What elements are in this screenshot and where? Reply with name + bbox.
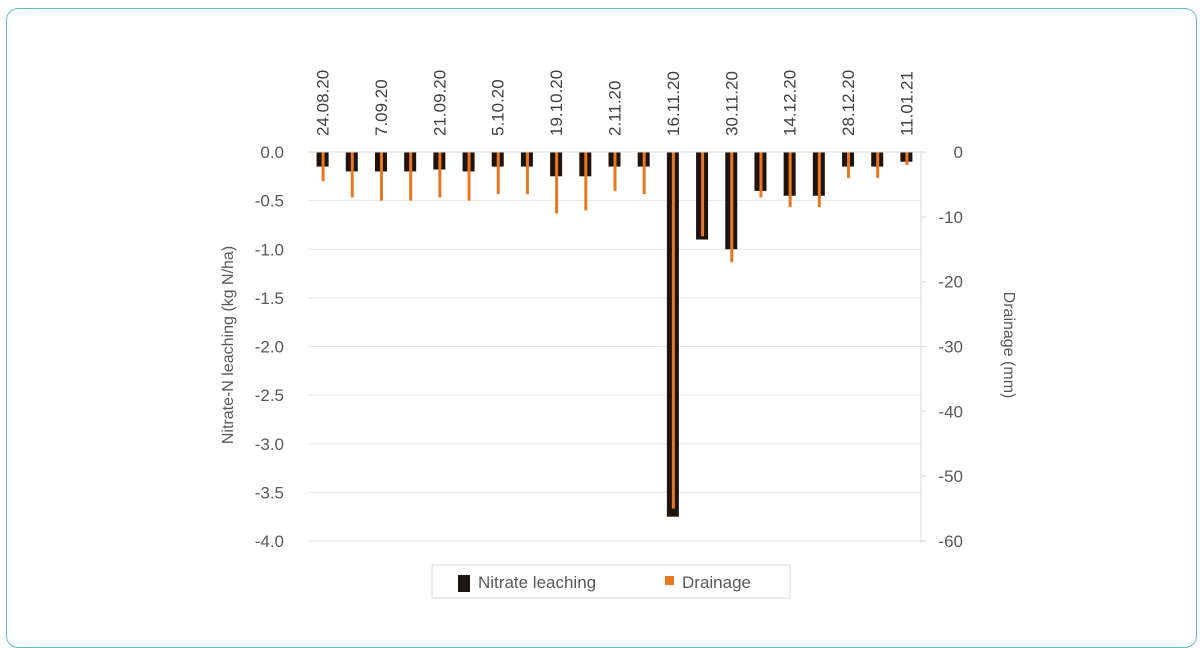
x-date-label: 11.01.21 xyxy=(897,71,916,136)
drainage-bar xyxy=(671,152,675,509)
y-left-tick-label: 0.0 xyxy=(260,143,284,162)
right-axis-ticks: 0 -10 -20 -30 -40 -50 -60 xyxy=(921,143,963,551)
x-date-label: 16.11.20 xyxy=(664,71,683,136)
x-date-label: 21.09.20 xyxy=(430,70,449,136)
drainage-bar xyxy=(847,152,851,178)
drainage-bar xyxy=(525,152,529,195)
y-left-tick-label: -1.5 xyxy=(255,289,284,308)
y-left-tick-label: -4.0 xyxy=(255,532,284,551)
drainage-bar xyxy=(379,152,383,201)
drainage-bar xyxy=(642,152,646,195)
drainage-bar xyxy=(701,152,705,237)
drainage-bar xyxy=(496,152,500,195)
drainage-bar xyxy=(555,152,559,214)
bar-chart: 0.0 -0.5 -1.0 -1.5 -2.0 -2.5 -3.0 -3.5 -4.0 0 -10… xyxy=(220,70,1017,599)
x-date-label: 7.09.20 xyxy=(372,79,391,136)
bars xyxy=(316,152,913,517)
y-left-tick-label: -2.5 xyxy=(255,386,284,405)
legend-label-drainage: Drainage xyxy=(682,573,751,592)
drainage-bar xyxy=(730,152,734,263)
left-axis-ticks: 0.0 -0.5 -1.0 -1.5 -2.0 -2.5 -3.0 -3.5 -4.0 xyxy=(255,143,284,551)
drainage-bar xyxy=(613,152,617,191)
drainage-bar xyxy=(817,152,821,208)
legend: Nitrate leaching Drainage xyxy=(431,564,791,599)
x-date-label: 14.12.20 xyxy=(781,70,800,136)
drainage-bar xyxy=(409,152,413,201)
legend-swatch-drainage xyxy=(665,576,674,585)
y-right-axis-title: Drainage (mm) xyxy=(1000,292,1017,399)
drainage-bar xyxy=(759,152,763,198)
chart-panel xyxy=(181,26,813,610)
x-date-label: 2.11.20 xyxy=(606,81,625,136)
x-date-label: 30.11.20 xyxy=(722,71,741,136)
drainage-bar xyxy=(438,152,442,198)
legend-box xyxy=(431,564,791,599)
y-left-tick-label: -3.5 xyxy=(255,483,284,502)
y-left-tick-label: -1.0 xyxy=(255,240,284,259)
x-date-label: 28.12.20 xyxy=(839,70,858,136)
y-right-tick-label: 0 xyxy=(954,143,963,162)
y-right-tick-label: -60 xyxy=(938,532,963,551)
legend-swatch-nitrate xyxy=(458,575,470,592)
drainage-bar xyxy=(584,152,588,211)
x-date-label: 19.10.20 xyxy=(547,70,566,136)
y-right-tick-label: -30 xyxy=(938,338,963,357)
x-date-label: 5.10.20 xyxy=(489,79,508,136)
gridlines xyxy=(308,151,921,542)
drainage-bar xyxy=(321,152,325,182)
drainage-bar xyxy=(905,152,909,165)
drainage-bar xyxy=(467,152,471,201)
y-left-tick-label: -2.0 xyxy=(255,338,284,357)
x-axis-date-labels: 24.08.20 7.09.20 21.09.20 5.10.20 19.10.20 2.… xyxy=(314,70,917,136)
y-left-axis-title: Nitrate-N leaching (kg N/ha) xyxy=(220,246,237,444)
y-right-tick-label: -10 xyxy=(938,208,963,227)
drainage-bar xyxy=(876,152,880,178)
y-right-tick-label: -50 xyxy=(938,467,963,486)
y-left-tick-label: -0.5 xyxy=(255,192,284,211)
y-right-tick-label: -40 xyxy=(938,402,963,421)
drainage-bar xyxy=(350,152,354,198)
drainage-bar xyxy=(788,152,792,208)
x-date-label: 24.08.20 xyxy=(314,70,333,136)
legend-label-nitrate: Nitrate leaching xyxy=(478,573,596,592)
y-right-tick-label: -20 xyxy=(938,273,963,292)
y-left-tick-label: -3.0 xyxy=(255,435,284,454)
